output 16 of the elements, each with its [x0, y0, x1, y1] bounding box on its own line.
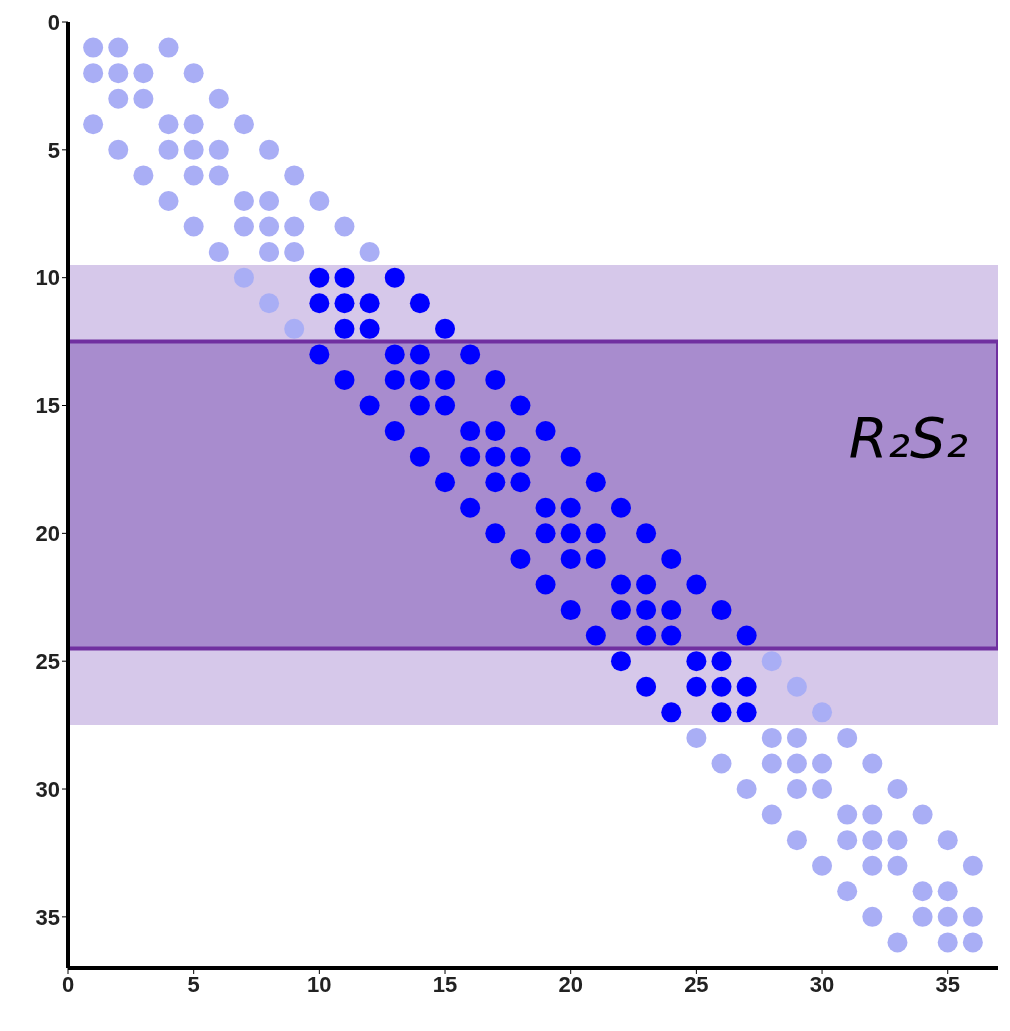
y-tick-label: 10	[35, 265, 60, 291]
y-tick-label: 25	[35, 649, 60, 674]
y-tick-label: 5	[47, 137, 60, 163]
x-tick-label: 35	[935, 971, 960, 997]
x-tick-label: 5	[187, 971, 200, 997]
y-tick-label: 15	[35, 393, 60, 419]
y-tick-label: 20	[35, 521, 60, 547]
y-tick-label: 30	[35, 776, 60, 802]
x-tick-label: 25	[684, 971, 709, 997]
y-tick-label: 0	[47, 9, 60, 35]
x-tick-label: 20	[558, 971, 583, 997]
x-tick-label: 30	[809, 971, 835, 997]
x-tick-label: 15	[432, 971, 458, 997]
y-tick-label: 35	[35, 904, 60, 930]
x-tick-label: 10	[307, 971, 332, 997]
band-label: R₂S₂	[848, 404, 968, 470]
